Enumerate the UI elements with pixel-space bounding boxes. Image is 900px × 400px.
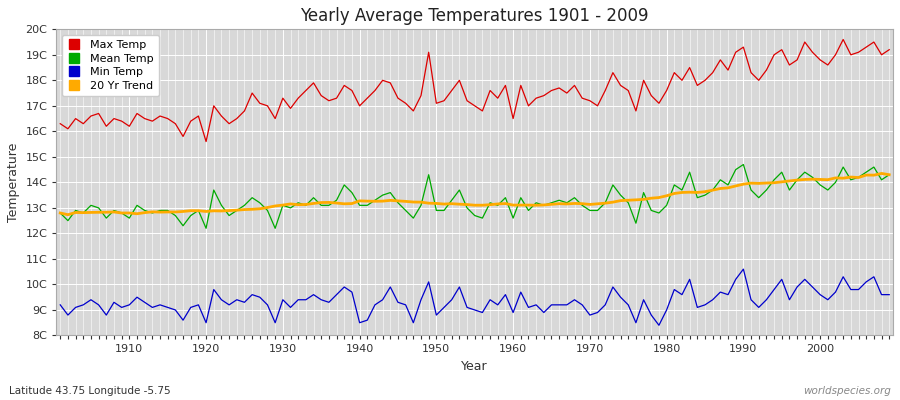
Text: Latitude 43.75 Longitude -5.75: Latitude 43.75 Longitude -5.75 [9, 386, 171, 396]
Mean Temp [608, 182, 618, 187]
Max Temp [201, 139, 212, 144]
Max Temp [608, 70, 618, 75]
Min Temp [500, 292, 511, 297]
Min Temp [653, 323, 664, 328]
Max Temp [884, 47, 895, 52]
20 Yr Trend [516, 203, 526, 208]
Mean Temp [884, 172, 895, 177]
Y-axis label: Temperature: Temperature [7, 143, 20, 222]
Mean Temp [201, 226, 212, 231]
Mean Temp [738, 162, 749, 167]
20 Yr Trend [55, 210, 66, 215]
Mean Temp [508, 216, 518, 220]
Max Temp [338, 83, 349, 88]
Max Temp [838, 37, 849, 42]
20 Yr Trend [124, 210, 135, 215]
20 Yr Trend [338, 202, 349, 206]
Mean Temp [338, 182, 349, 187]
20 Yr Trend [608, 200, 618, 204]
Title: Yearly Average Temperatures 1901 - 2009: Yearly Average Temperatures 1901 - 2009 [301, 7, 649, 25]
Min Temp [116, 305, 127, 310]
Min Temp [738, 267, 749, 272]
Max Temp [116, 119, 127, 124]
Max Temp [508, 116, 518, 121]
Max Temp [55, 121, 66, 126]
Mean Temp [55, 210, 66, 215]
X-axis label: Year: Year [462, 360, 488, 373]
Legend: Max Temp, Mean Temp, Min Temp, 20 Yr Trend: Max Temp, Mean Temp, Min Temp, 20 Yr Tre… [62, 35, 159, 96]
Min Temp [55, 302, 66, 307]
20 Yr Trend [292, 202, 303, 207]
Max Temp [516, 83, 526, 88]
Mean Temp [116, 210, 127, 215]
Min Temp [285, 305, 296, 310]
Min Temp [331, 292, 342, 297]
Line: 20 Yr Trend: 20 Yr Trend [60, 174, 889, 215]
Line: Max Temp: Max Temp [60, 40, 889, 142]
Mean Temp [516, 195, 526, 200]
20 Yr Trend [62, 212, 73, 217]
Min Temp [508, 310, 518, 315]
Max Temp [292, 96, 303, 100]
Line: Mean Temp: Mean Temp [60, 164, 889, 228]
20 Yr Trend [884, 172, 895, 177]
Text: worldspecies.org: worldspecies.org [803, 386, 891, 396]
Mean Temp [292, 200, 303, 205]
20 Yr Trend [876, 171, 886, 176]
Min Temp [599, 302, 610, 307]
20 Yr Trend [508, 203, 518, 208]
Line: Min Temp: Min Temp [60, 269, 889, 325]
Min Temp [884, 292, 895, 297]
